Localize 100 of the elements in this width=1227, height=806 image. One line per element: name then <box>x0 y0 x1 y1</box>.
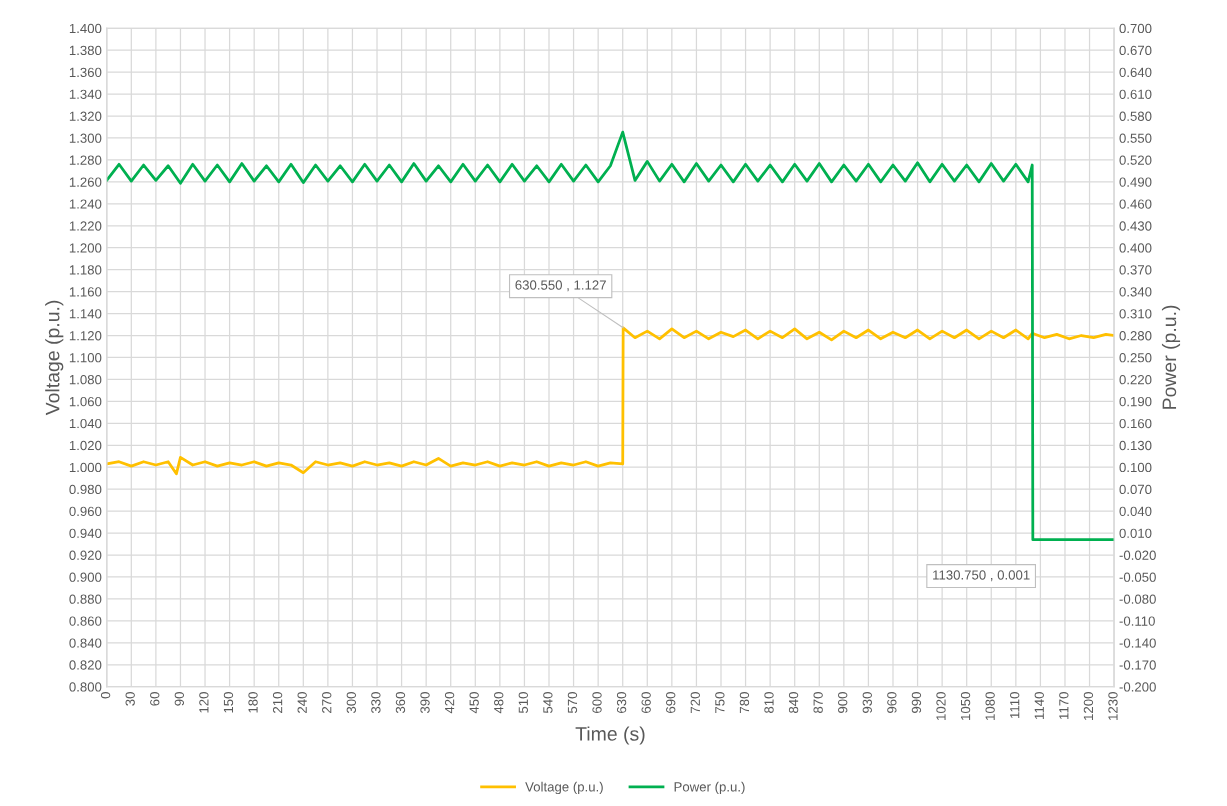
y2-axis-title: Power (p.u.) <box>1161 305 1181 409</box>
y-tick-label: 1.280 <box>69 155 102 165</box>
x-axis-title: Time (s) <box>575 726 645 745</box>
x-tick-label: 990 <box>911 692 922 713</box>
y-tick-label: 1.320 <box>69 111 102 121</box>
x-tick-label: 210 <box>272 692 283 713</box>
x-tick-label: 810 <box>764 692 774 714</box>
y-tick-label: 0.840 <box>69 638 102 648</box>
x-tick-label: 420 <box>444 692 455 714</box>
y2-tick-label: 0.190 <box>1119 396 1152 407</box>
x-tick-label: 870 <box>813 692 823 714</box>
x-tick-label: 1170 <box>1059 692 1069 719</box>
y-axis-title: Voltage (p.u.) <box>45 300 64 416</box>
y2-tick-label: 0.430 <box>1119 221 1152 231</box>
y2-tick-label: 0.100 <box>1119 462 1152 473</box>
x-tick-label: 900 <box>838 692 848 713</box>
y-tick-label: 1.400 <box>69 23 102 34</box>
annotation: 1130.750 , 0.001 <box>933 570 1030 582</box>
x-tick-label: 0 <box>100 692 111 699</box>
y-tick-label: 1.060 <box>69 396 102 407</box>
legend-label: Voltage (p.u.) <box>525 781 603 795</box>
x-tick-label: 1110 <box>1010 692 1020 718</box>
x-tick-label: 300 <box>346 692 356 714</box>
y-tick-label: 0.940 <box>69 528 102 538</box>
y-tick-label: 1.340 <box>69 89 102 99</box>
y-tick-label: 1.300 <box>69 133 102 143</box>
x-tick-label: 90 <box>174 692 184 706</box>
x-tick-label: 1020 <box>936 692 946 720</box>
x-tick-label: 690 <box>666 692 676 713</box>
x-tick-label: 270 <box>322 692 332 713</box>
y2-tick-label: 0.250 <box>1119 353 1152 363</box>
x-tick-label: 600 <box>592 692 602 713</box>
y2-tick-label: 0.130 <box>1119 440 1152 451</box>
y2-tick-label: 0.070 <box>1119 484 1152 495</box>
y-tick-label: 1.380 <box>69 45 102 56</box>
y2-tick-label: 0.550 <box>1119 133 1152 143</box>
y2-tick-label: -0.020 <box>1119 550 1156 560</box>
y2-tick-label: 0.400 <box>1119 243 1152 253</box>
y-tick-label: 1.200 <box>69 243 102 253</box>
x-tick-label: 120 <box>199 692 209 713</box>
y-tick-label: 0.800 <box>69 682 102 692</box>
line-series <box>106 130 1115 542</box>
y2-tick-label: -0.170 <box>1119 660 1156 670</box>
y-tick-label: 0.980 <box>69 484 102 495</box>
x-tick-label: 840 <box>788 692 799 714</box>
x-tick-label: 630 <box>616 692 627 713</box>
y-tick-label: 1.040 <box>69 418 102 429</box>
x-tick-label: 720 <box>690 692 700 713</box>
x-tick-label: 390 <box>420 692 430 714</box>
y-tick-label: 1.120 <box>69 331 102 341</box>
x-tick-label: 180 <box>248 692 258 713</box>
x-tick-label: 960 <box>887 692 897 713</box>
y-tick-label: 0.860 <box>69 616 102 626</box>
y2-tick-label: -0.110 <box>1119 616 1155 626</box>
y-tick-label: 1.360 <box>69 67 102 78</box>
y-tick-label: 1.020 <box>69 440 102 451</box>
y-tick-label: 1.140 <box>69 309 102 319</box>
x-tick-label: 30 <box>125 692 135 706</box>
y2-tick-label: 0.220 <box>1119 374 1152 385</box>
x-tick-label: 360 <box>395 692 406 714</box>
y2-tick-label: 0.280 <box>1119 331 1152 341</box>
y2-tick-label: 0.520 <box>1119 155 1152 165</box>
y-tick-label: 1.220 <box>69 221 102 231</box>
legend-label: Power (p.u.) <box>674 781 745 795</box>
y-tick-label: 1.080 <box>69 374 102 385</box>
y2-tick-label: 0.460 <box>1119 199 1152 209</box>
y2-tick-label: -0.080 <box>1119 594 1156 604</box>
y-tick-label: 1.100 <box>69 353 102 363</box>
x-tick-label: 1230 <box>1108 692 1118 720</box>
y2-tick-label: 0.370 <box>1119 265 1152 275</box>
y2-tick-label: -0.050 <box>1119 572 1156 582</box>
y2-tick-label: -0.200 <box>1119 682 1156 692</box>
x-tick-label: 540 <box>543 692 553 714</box>
y2-tick-label: 0.490 <box>1119 177 1152 187</box>
y-tick-label: 0.960 <box>69 506 102 517</box>
y2-tick-label: 0.610 <box>1119 89 1152 99</box>
y2-tick-label: 0.640 <box>1119 67 1152 78</box>
x-tick-label: 1200 <box>1083 692 1094 720</box>
x-tick-label: 570 <box>567 692 578 714</box>
x-tick-label: 240 <box>297 692 307 713</box>
y-tick-label: 0.880 <box>69 594 102 604</box>
y-tick-label: 0.920 <box>69 550 102 560</box>
x-tick-label: 1080 <box>985 692 995 720</box>
y2-tick-label: 0.580 <box>1119 111 1152 121</box>
x-tick-label: 930 <box>862 692 872 713</box>
y-tick-label: 1.000 <box>69 462 102 473</box>
y2-tick-label: 0.700 <box>1119 23 1152 34</box>
y2-tick-label: 0.010 <box>1119 528 1152 538</box>
x-tick-label: 1140 <box>1034 692 1044 719</box>
annotation: 630.550 , 1.127 <box>515 280 606 292</box>
x-tick-label: 510 <box>518 692 528 714</box>
y2-tick-label: 0.310 <box>1119 309 1152 319</box>
x-tick-label: 60 <box>150 692 160 706</box>
x-tick-label: 450 <box>469 692 479 714</box>
x-tick-label: 150 <box>223 692 234 713</box>
x-tick-label: 750 <box>715 692 725 713</box>
x-tick-label: 330 <box>371 692 381 714</box>
y-tick-label: 1.240 <box>69 199 102 209</box>
x-tick-label: 660 <box>641 692 651 713</box>
x-tick-label: 1050 <box>960 692 971 720</box>
